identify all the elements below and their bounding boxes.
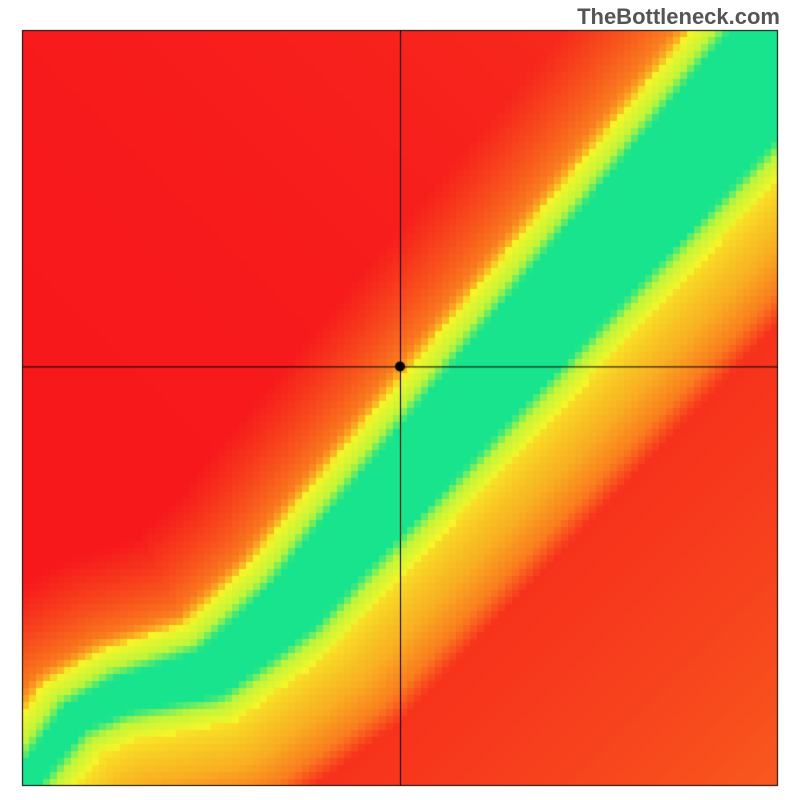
heatmap-canvas <box>0 0 800 800</box>
watermark-text: TheBottleneck.com <box>577 4 780 30</box>
chart-container: TheBottleneck.com <box>0 0 800 800</box>
